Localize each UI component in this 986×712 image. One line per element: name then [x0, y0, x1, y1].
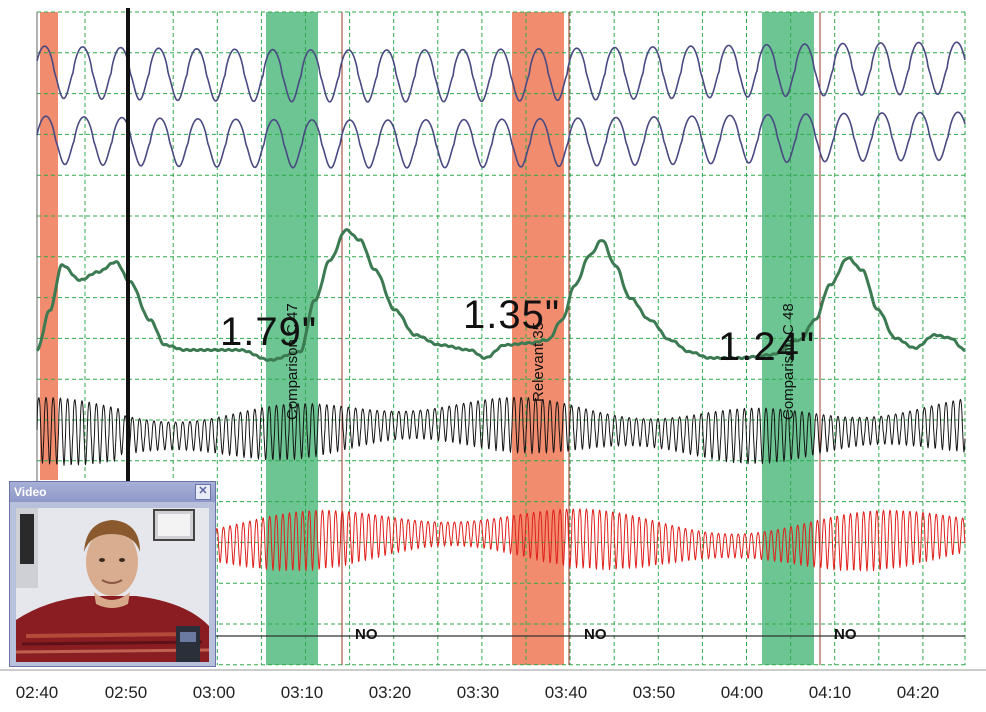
response-value-c47: 1.79": [220, 310, 318, 354]
pneumo-upper-trace: [36, 41, 966, 103]
time-label: 02:50: [104, 683, 148, 702]
time-label: 04:10: [808, 683, 852, 702]
time-label: 04:00: [720, 683, 764, 702]
pneumo-lower-trace: [36, 111, 966, 169]
time-label: 04:20: [896, 683, 940, 702]
answer-c48: NO: [834, 626, 857, 643]
band-relevant-left: [40, 12, 58, 480]
traces: [35, 41, 966, 572]
video-titlebar[interactable]: Video ✕: [10, 482, 215, 502]
time-label: 03:50: [632, 683, 676, 702]
time-label: 03:20: [368, 683, 412, 702]
video-title: Video: [14, 485, 47, 499]
band-gap: [58, 12, 61, 480]
video-frame: [16, 508, 209, 662]
cardio-trace: [36, 396, 966, 466]
answer-c47: NO: [355, 626, 378, 643]
response-value-c48: 1.24": [718, 325, 816, 369]
close-icon[interactable]: ✕: [195, 484, 211, 500]
time-label: 03:30: [456, 683, 500, 702]
time-label: 03:00: [192, 683, 236, 702]
eda-trace: [35, 228, 966, 362]
person-video-image: [16, 508, 209, 662]
time-label: 03:10: [280, 683, 324, 702]
answer-r35: NO: [584, 626, 607, 643]
chart-grid: [37, 11, 966, 666]
time-label: 02:40: [15, 683, 59, 702]
video-window[interactable]: Video ✕: [9, 481, 216, 667]
time-label: 03:40: [544, 683, 588, 702]
response-value-r35: 1.35": [463, 293, 561, 337]
